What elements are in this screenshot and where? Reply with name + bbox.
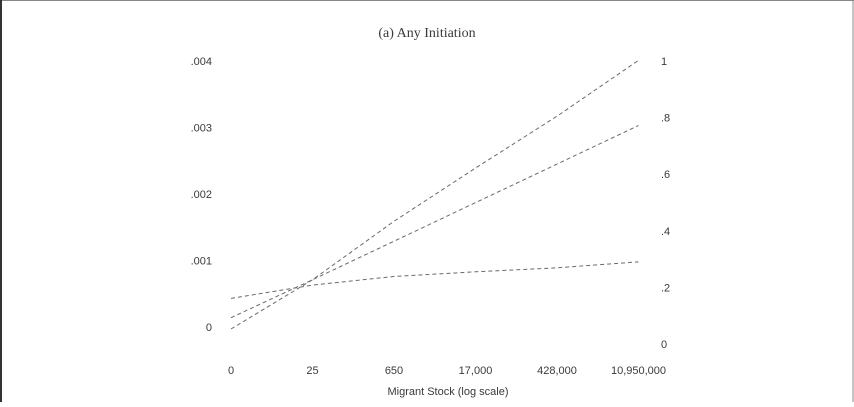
right-y-tick-label: 1 [661, 56, 667, 68]
left-y-tick-label: .002 [191, 189, 212, 201]
left-y-tick-labels: 0 .001 .002 .003 .004 [191, 56, 212, 334]
right-y-tick-label: .4 [661, 226, 670, 238]
x-tick-label: 25 [306, 365, 318, 377]
right-y-tick-label: .2 [661, 282, 670, 294]
series-line-3 [230, 261, 639, 299]
right-y-tick-label: .8 [661, 113, 670, 125]
x-tick-label: 0 [228, 365, 234, 377]
series-line-2 [230, 59, 639, 330]
x-axis-label: Migrant Stock (log scale) [387, 386, 508, 398]
left-y-tick-label: .001 [191, 256, 212, 268]
x-tick-label: 428,000 [537, 365, 577, 377]
x-tick-label: 17,000 [459, 365, 493, 377]
right-y-tick-labels: 0 .2 .4 .6 .8 1 [661, 56, 670, 351]
right-y-tick-label: 0 [661, 339, 667, 351]
left-y-tick-label: 0 [206, 322, 212, 334]
series-lines [230, 59, 639, 330]
x-tick-labels: 0 25 650 17,000 428,000 10,950,000 [228, 365, 666, 377]
x-tick-label: 650 [385, 365, 403, 377]
x-tick-label: 10,950,000 [611, 365, 666, 377]
right-y-tick-label: .6 [661, 169, 670, 181]
chart-title: (a) Any Initiation [378, 26, 475, 41]
left-y-tick-label: .003 [191, 123, 212, 135]
left-y-tick-label: .004 [191, 56, 212, 68]
series-line-1 [230, 125, 639, 319]
